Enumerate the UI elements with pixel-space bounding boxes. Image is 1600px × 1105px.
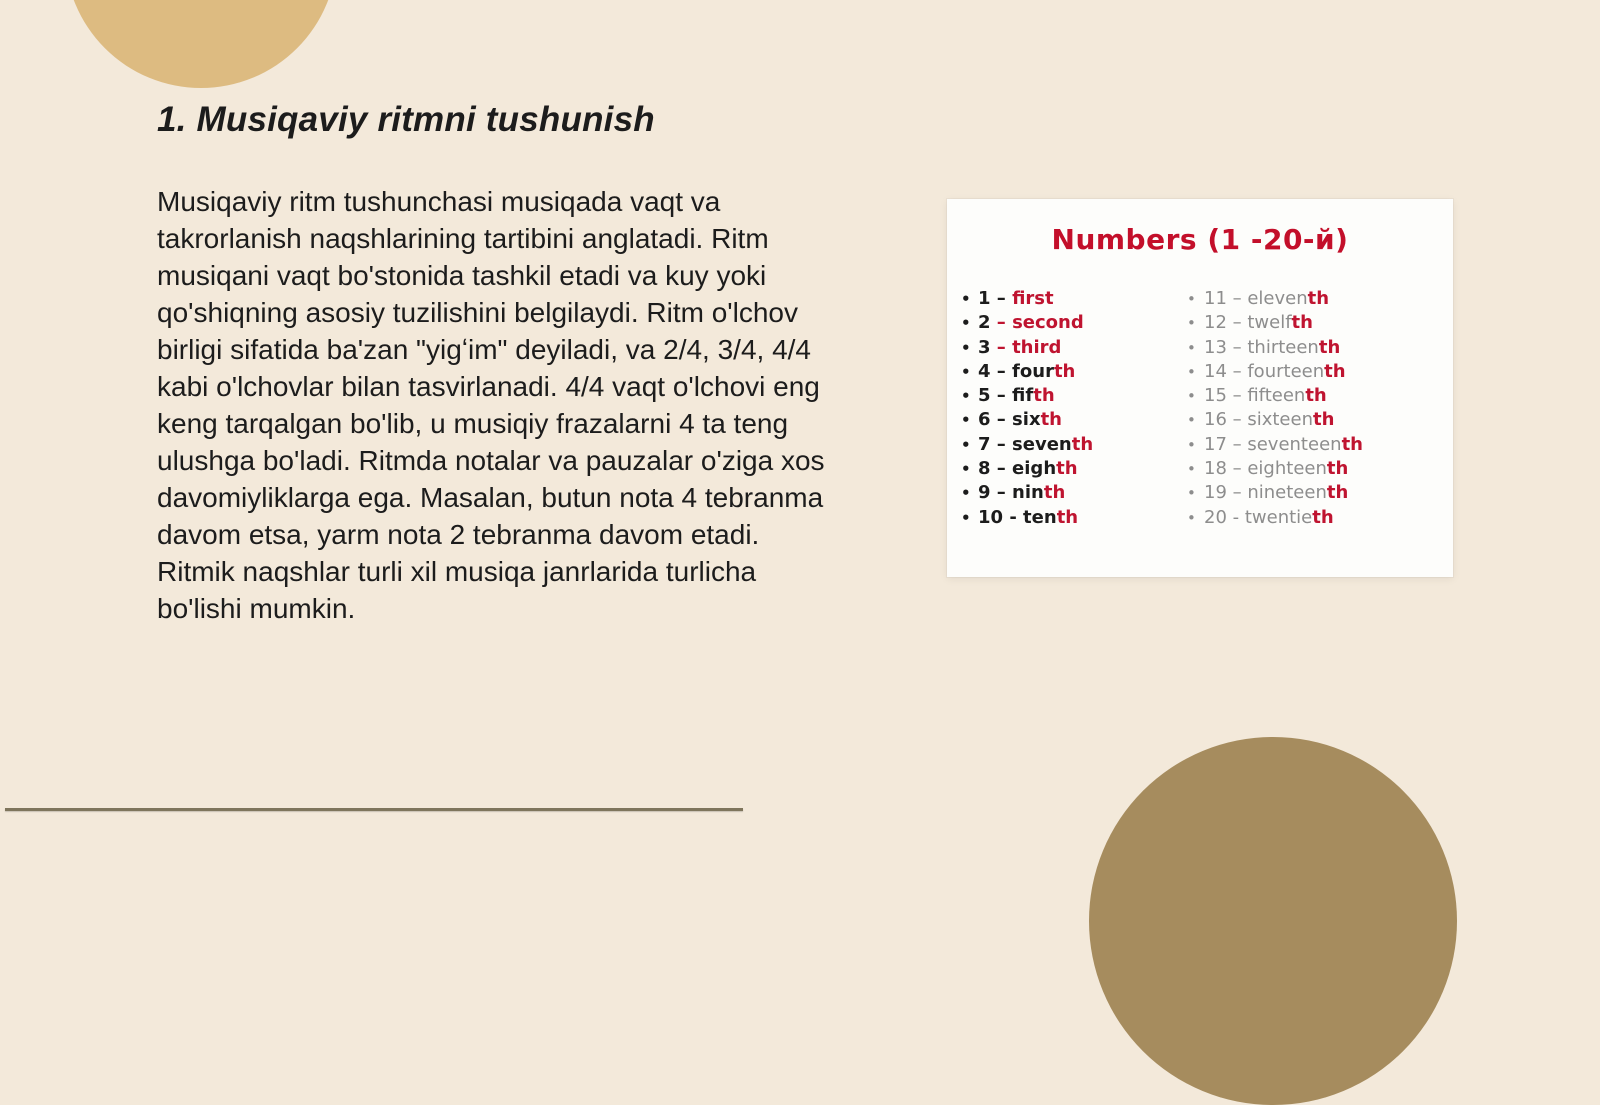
list-item: • 3 – third [961,336,1187,360]
list-item: • 14 – fourteenth [1187,360,1453,384]
item-suffix-red: th [1040,409,1062,431]
bullet-icon: • [961,362,971,381]
item-suffix-red: – third [996,336,1062,358]
bullet-icon: • [961,508,971,527]
slide-body-text: Musiqaviy ritm tushunchasi musiqada vaqt… [157,186,825,624]
item-text: 11 – eleven [1204,288,1308,309]
item-suffix-red: – second [996,312,1084,334]
bullet-icon: • [961,484,971,503]
item-text: 1 – [978,288,1013,309]
list-item: • 18 – eighteenth [1187,457,1453,481]
item-text: 4 – four [978,360,1054,382]
bullet-icon: • [1187,411,1196,430]
list-item: • 16 – sixteenth [1187,408,1453,432]
list-item: • 9 – ninth [961,481,1187,505]
item-suffix-red: th [1318,336,1341,358]
item-text: 13 – thirteen [1204,336,1319,358]
list-item: • 4 – fourth [961,360,1187,384]
item-text: 6 – six [978,409,1041,431]
list-item: • 13 – thirteenth [1187,336,1453,360]
item-suffix-red: th [1307,288,1330,309]
item-text: 17 – seventeen [1204,433,1342,455]
item-text: 16 – sixteen [1204,409,1313,431]
list-item: • 8 – eighth [961,457,1187,481]
numbers-card-title: Numbers (1 -20-й) [1051,223,1349,256]
bullet-icon: • [1187,387,1196,406]
bullet-icon: • [1187,435,1196,454]
item-text: 10 - ten [978,506,1057,528]
item-text: 8 – eigh [978,458,1057,480]
list-item: • 15 – fifteenth [1187,384,1453,408]
item-text: 12 – twelf [1204,312,1292,334]
bullet-icon: • [1187,290,1196,308]
item-text: 5 – fif [978,385,1034,407]
item-suffix-red: th [1341,433,1363,455]
bullet-icon: • [961,460,971,479]
item-suffix-red: th [1312,506,1334,528]
bullet-icon: • [1187,460,1196,479]
bullet-icon: • [961,290,971,308]
item-suffix-red: th [1324,360,1346,382]
bullet-icon: • [961,411,971,430]
bullet-icon: • [961,338,971,357]
item-text: 14 – fourteen [1204,360,1325,382]
item-suffix-red: th [1043,482,1066,504]
item-suffix-red: th [1291,312,1313,334]
numbers-card: Numbers (1 -20-й) • 1 – first • 2 – second… [947,199,1453,577]
item-text: 9 – nin [978,482,1044,504]
item-suffix-red: th [1326,458,1349,480]
bullet-icon: • [1187,314,1196,333]
item-suffix-red: th [1053,360,1076,382]
item-suffix-red: th [1071,433,1094,455]
item-text: 2 [978,312,997,334]
decorative-circle-top [65,0,337,88]
item-suffix-red: th [1326,482,1349,504]
list-item: • 6 – sixth [961,408,1187,432]
numbers-columns: • 1 – first • 2 – second • 3 – third • 4 – f… [947,287,1453,530]
bullet-icon: • [961,387,971,406]
item-text: 3 [978,336,997,358]
list-item: • 10 - tenth [961,506,1187,530]
numbers-list-right: • 11 – eleventh • 12 – twelfth • 13 – thirt… [1187,287,1453,530]
list-item: • 19 – nineteenth [1187,481,1453,505]
item-text: 19 – nineteen [1204,482,1327,504]
item-suffix-red: th [1305,385,1327,407]
list-item: • 17 – seventeenth [1187,433,1453,457]
bullet-icon: • [961,314,971,333]
decorative-circle-bottom [1089,737,1457,1105]
bullet-icon: • [1187,484,1196,503]
item-suffix-red: th [1313,409,1335,431]
bullet-icon: • [1187,338,1196,357]
item-suffix-red: th [1033,385,1055,407]
item-suffix-red: th [1056,458,1078,480]
bullet-icon: • [1187,362,1196,381]
list-item: • 12 – twelfth [1187,311,1453,335]
item-text: 15 – fifteen [1204,385,1306,407]
item-suffix-red: first [1012,288,1054,309]
list-item: • 1 – first [961,287,1187,311]
item-text: 20 - twentie [1204,506,1313,528]
item-text: 18 – eighteen [1204,458,1327,480]
item-text: 7 – seven [978,433,1072,455]
list-item: • 5 – fifth [961,384,1187,408]
list-item: • 11 – eleventh [1187,287,1453,311]
list-item: • 20 - twentieth [1187,506,1453,530]
bullet-icon: • [961,435,971,454]
item-suffix-red: th [1056,506,1079,528]
divider-line [5,808,743,811]
numbers-list-left: • 1 – first • 2 – second • 3 – third • 4 – f… [961,287,1187,530]
list-item: • 2 – second [961,311,1187,335]
slide-title: 1. Musiqaviy ritmni tushunish [157,100,655,139]
list-item: • 7 – seventh [961,433,1187,457]
bullet-icon: • [1187,508,1196,527]
